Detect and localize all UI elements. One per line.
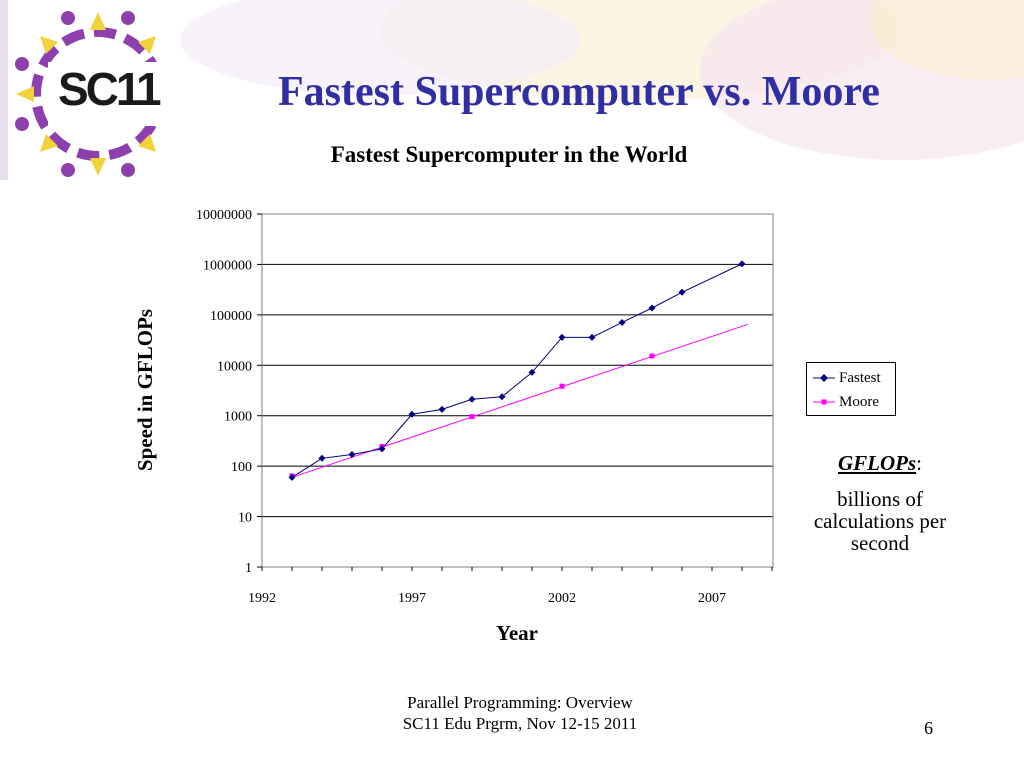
x-tick-label: 2007 [698,591,726,606]
fastest-point [378,445,386,453]
fastest-point [738,260,746,268]
moore-point [469,414,475,420]
gflops-definition: billions of calculations per second [813,487,947,555]
x-tick-label: 2002 [548,591,576,606]
fastest-point [648,304,656,312]
fastest-point [408,410,416,418]
y-tick-label: 1 [245,561,252,576]
moore-point [649,353,655,359]
x-tick-label: 1992 [248,591,276,606]
fastest-series-line [291,263,743,478]
fastest-point [288,473,296,481]
footer-line-1: Parallel Programming: Overview [407,693,633,712]
slide-title: Fastest Supercomputer vs. Moore [278,69,880,115]
y-tick-label: 100 [231,460,252,475]
slide-footer: Parallel Programming: Overview SC11 Edu … [0,692,1024,734]
legend-item-moore: Moore [813,392,879,412]
gflops-colon: : [916,451,922,475]
moore-trend-line [291,323,749,478]
legend-moore-label: Moore [839,393,879,410]
fastest-point [438,405,446,413]
legend-moore-marker [813,399,835,405]
gflops-note: GFLOPs: billions of calculations per sec… [790,452,970,554]
fastest-point [528,368,536,376]
footer-line-2: SC11 Edu Prgrm, Nov 12-15 2011 [402,714,638,733]
x-axis-title: Year [496,621,538,645]
chart-title-text: Fastest Supercomputer in the World [330,142,688,167]
y-tick-label: 100000 [210,309,252,324]
fastest-point [618,318,626,326]
fastest-point [468,395,476,403]
y-tick-label: 10 [238,511,252,526]
page-number: 6 [924,718,933,738]
chart-legend: Fastest Moore [806,362,896,416]
fastest-point [318,454,326,462]
fastest-point [588,333,596,341]
fastest-point [498,393,506,401]
moore-point [559,383,565,389]
fastest-point [678,288,686,296]
fastest-point [558,333,566,341]
sc11-logo [15,11,178,177]
x-tick-label: 1997 [398,591,426,606]
fastest-point [348,451,356,459]
y-tick-label: 1000000 [203,258,252,273]
y-axis-title: Speed in GFLOPs [133,309,157,471]
y-tick-label: 10000 [217,359,252,374]
y-tick-label: 1000 [224,410,252,425]
logo-text: SC11 [58,63,162,115]
gflops-term: GFLOPs [837,451,917,475]
legend-fastest-label: Fastest [839,369,881,386]
gflops-heading: GFLOPs: [790,452,970,474]
chart-title: Fastest Supercomputer in the World [0,142,1024,168]
logo-sunburst [15,11,178,177]
y-tick-label: 10000000 [196,208,252,223]
legend-fastest-marker [813,374,835,382]
plot-area-frame [261,213,774,568]
legend-item-fastest: Fastest [813,368,881,388]
